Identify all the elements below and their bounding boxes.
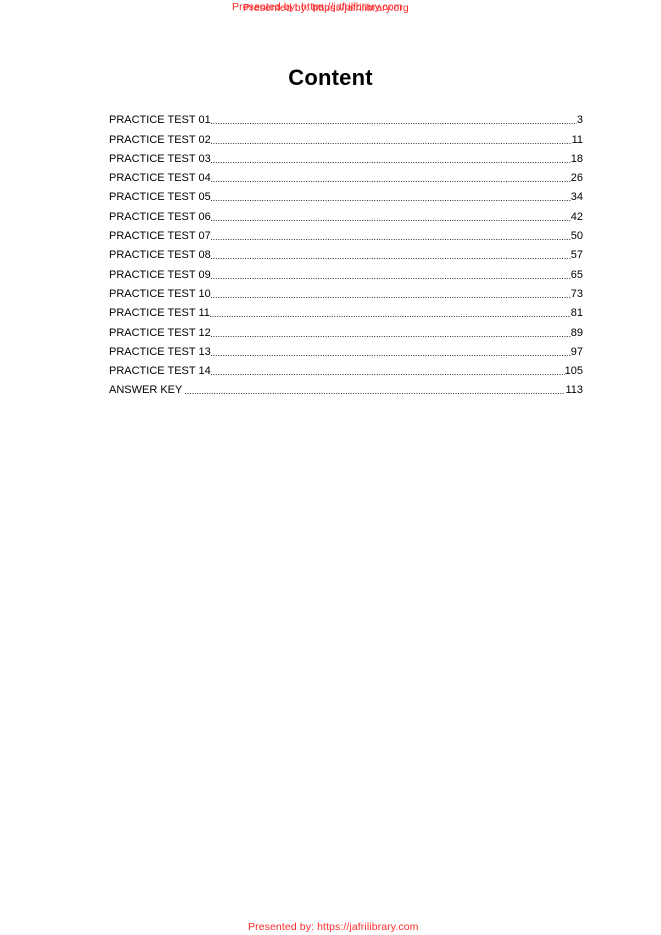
toc-dot-leader [210,212,571,223]
toc-entry-page-number: 50 [570,230,583,243]
toc-entry-label: PRACTICE TEST 03 [109,152,211,165]
watermark-top-secondary: Presented by: https://jafrilibrary.org [243,2,409,14]
toc-entry[interactable]: PRACTICE TEST 07 50 [109,224,583,243]
page-title: Content [288,65,373,90]
toc-entry[interactable]: PRACTICE TEST 11 81 [109,301,583,320]
toc-entry-page-number: 113 [565,384,583,397]
toc-entry-page-number: 65 [570,268,583,281]
toc-entry[interactable]: ANSWER KEY 113 [109,378,583,397]
toc-entry[interactable]: PRACTICE TEST 06 42 [109,204,583,223]
toc-entry-page-number: 26 [570,172,583,185]
toc-entry[interactable]: PRACTICE TEST 01 3 [109,108,583,127]
watermark-bottom: Presented by: https://jafrilibrary.com [248,921,419,933]
toc-entry[interactable]: PRACTICE TEST 09 65 [109,262,583,281]
toc-entry-label: PRACTICE TEST 01 [109,114,211,127]
toc-dot-leader [210,192,571,203]
toc-entry[interactable]: PRACTICE TEST 12 89 [109,320,583,339]
toc-dot-leader [210,173,571,184]
toc-entry[interactable]: PRACTICE TEST 02 11 [109,127,583,146]
toc-entry-page-number: 3 [576,114,583,127]
toc-dot-leader [210,231,571,242]
toc-entry-page-number: 73 [570,287,583,300]
toc-entry-label: PRACTICE TEST 08 [109,249,211,262]
toc-entry-page-number: 18 [570,152,583,165]
toc-entry-label: PRACTICE TEST 07 [109,230,211,243]
toc-dot-leader [210,270,571,281]
toc-entry-page-number: 105 [564,365,583,378]
toc-entry[interactable]: PRACTICE TEST 03 18 [109,147,583,166]
toc-entry-label: ANSWER KEY [109,384,183,397]
toc-entry[interactable]: PRACTICE TEST 05 34 [109,185,583,204]
toc-dot-leader [210,154,571,165]
toc-dot-leader [209,308,571,319]
toc-dot-leader [210,366,565,377]
toc-entry-page-number: 11 [571,133,583,146]
toc-dot-leader [185,385,566,396]
toc-entry-page-number: 97 [570,345,583,358]
toc-entry[interactable]: PRACTICE TEST 14 105 [109,359,583,378]
toc-entry-label: PRACTICE TEST 06 [109,210,211,223]
toc-dot-leader [210,347,571,358]
toc-entry-label: PRACTICE TEST 05 [109,191,211,204]
toc-entry-page-number: 89 [570,326,583,339]
toc-dot-leader [210,250,571,261]
watermark-top-primary: Presented by: https://jafrilibrary.com [232,1,403,13]
toc-entry[interactable]: PRACTICE TEST 10 73 [109,282,583,301]
toc-entry-label: PRACTICE TEST 09 [109,268,211,281]
toc-entry-label: PRACTICE TEST 02 [109,133,211,146]
toc-dot-leader [210,135,572,146]
toc-entry-page-number: 81 [570,307,583,320]
toc-entry-label: PRACTICE TEST 12 [109,326,211,339]
toc-entry[interactable]: PRACTICE TEST 04 26 [109,166,583,185]
toc-entry-label: PRACTICE TEST 10 [109,287,211,300]
toc-entry-label: PRACTICE TEST 13 [109,345,211,358]
toc-entry[interactable]: PRACTICE TEST 13 97 [109,340,583,359]
toc-dot-leader [210,328,571,339]
toc-entry-label: PRACTICE TEST 11 [109,307,210,320]
toc-entry[interactable]: PRACTICE TEST 08 57 [109,243,583,262]
toc-entry-label: PRACTICE TEST 04 [109,172,211,185]
toc-entry-label: PRACTICE TEST 14 [109,365,211,378]
toc-entry-page-number: 42 [570,210,583,223]
table-of-contents: PRACTICE TEST 01 3 PRACTICE TEST 02 11 PRACT… [109,108,583,397]
toc-entry-page-number: 34 [570,191,583,204]
toc-dot-leader [210,289,571,300]
toc-entry-page-number: 57 [570,249,583,262]
toc-dot-leader [210,115,577,126]
